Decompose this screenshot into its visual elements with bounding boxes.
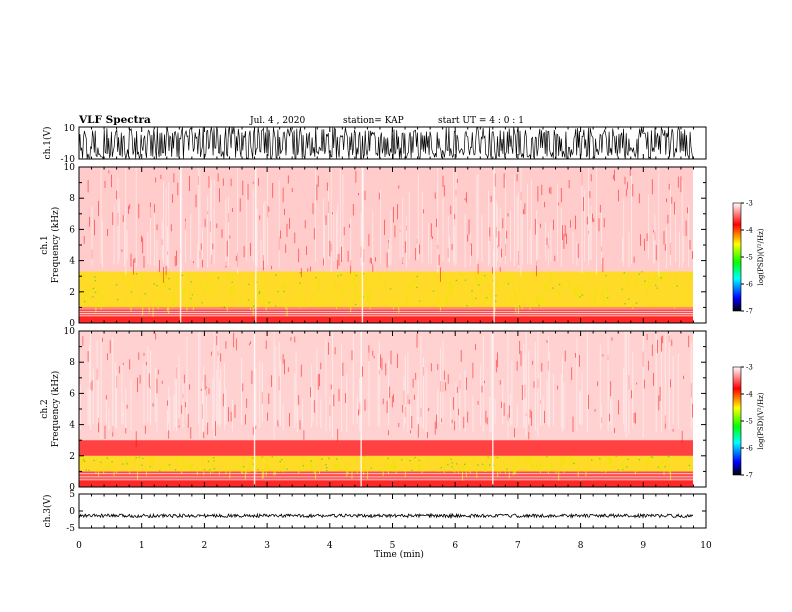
time-axis-ticks: 0 1 2 3 4 5 6 7 8 9 10 [76,127,712,551]
spectrogram-green-speckle [83,455,691,472]
time-tick-label: 8 [578,541,584,551]
time-tick-label: 1 [139,541,145,551]
volt-tick-label: 0 [69,507,75,517]
time-tick-label: 7 [515,541,521,551]
ch2-colorbar-ticks: -3 -4 -5 -6 -7 [741,364,753,480]
spectrogram-band-2 [79,455,693,472]
colorbar-tick-label: -4 [746,227,753,235]
freq-tick-label: 4 [69,421,75,431]
freq-tick-label: 6 [69,389,75,399]
colorbar-tick-label: -3 [746,364,753,372]
freq-tick-label: 6 [69,225,75,235]
ch1-freq-ylabel: Frequency (kHz) [50,207,61,284]
spectrogram-band-4 [79,331,693,441]
time-tick-label: 10 [700,541,712,551]
time-tick-label: 3 [264,541,270,551]
ch1-ytick-top: 10 [64,124,76,134]
ch2-freq-ticks: 0 2 4 6 8 10 [64,327,706,493]
time-tick-label: 5 [390,541,396,551]
ch2-freq-ylabel: Frequency (kHz) [50,371,61,448]
ch1-ytick-bottom: -10 [61,155,76,165]
time-tick-label: 0 [76,541,82,551]
date-label: Jul. 4 , 2020 [249,116,305,126]
ch1-colorbar-label: log(PSD)(V²/Hz) [757,228,765,285]
time-tick-label: 2 [202,541,208,551]
colorbar-tick-label: -7 [746,472,753,480]
ch1-ylabel: ch.1(V) [42,127,53,160]
spectrogram-yellow-speckle [79,455,693,481]
ch3-ylabel: ch.3(V) [42,495,53,528]
ch3-volt-ticks: 5 0 -5 [66,490,706,534]
colorbar-tick-label: -3 [746,200,753,208]
freq-tick-label: 8 [69,358,75,368]
colorbar-tick-label: -6 [746,281,753,289]
spectrogram-band-0 [79,316,693,323]
ch1-spectrogram-image [79,167,693,323]
ch1-freq-ticks: 0 2 4 6 8 10 [64,163,706,329]
spectrogram-band-2 [79,271,693,308]
colorbar-tick-label: -5 [746,418,753,426]
ch2-colorbar-label: log(PSD)(V²/Hz) [757,392,765,449]
colorbar-tick-label: -4 [746,391,753,399]
colorbar-tick-label: -6 [746,445,753,453]
figure-title: VLF Spectra [78,114,151,126]
spectrogram-band-1 [79,307,693,317]
time-tick-label: 9 [640,541,646,551]
time-tick-label: 4 [327,541,333,551]
freq-tick-label: 8 [69,194,75,204]
ch3-waveform-line [79,512,693,519]
ch1-colorbar-ticks: -3 -4 -5 -6 -7 [741,200,753,316]
ch1-colorbar [732,202,742,312]
colorbar-tick-label: -5 [746,254,753,262]
ch1-freq-ylabel-channel: ch.1 [40,235,50,254]
freq-tick-label: 4 [69,257,75,267]
ch1-waveform-line [79,127,693,159]
time-axis-label: Time (min) [374,549,424,560]
freq-tick-label: 2 [69,288,75,298]
ch1-waveform-trace [79,127,693,159]
spectrogram-white-streaks [79,167,690,277]
station-label: station= KAP [343,116,404,126]
freq-tick-label: 10 [64,327,76,337]
time-tick-label: 6 [452,541,458,551]
colorbar-tick-label: -7 [746,308,753,316]
spectrogram-yellow-speckle [82,271,693,317]
ch2-spectrogram-image [79,331,693,487]
ch3-waveform-trace [79,512,693,519]
freq-tick-label: 2 [69,452,75,462]
freq-tick-label: 0 [69,319,75,329]
spectrogram-band-0 [79,480,693,487]
spectrogram-band-3 [79,440,693,456]
volt-tick-label: 5 [69,490,75,500]
spectrogram-green-speckle [83,271,678,308]
freq-tick-label: 10 [64,163,76,173]
volt-tick-label: -5 [66,524,75,534]
spectrogram-white-streaks [79,331,692,441]
start-time-label: start UT = 4 : 0 : 1 [438,116,524,126]
spectrogram-band-1 [79,471,693,481]
ch2-freq-ylabel-channel: ch.2 [40,399,50,418]
freq-tick-label: 0 [69,483,75,493]
ch2-colorbar [732,366,742,476]
ch3-waveform-frame [78,493,707,529]
